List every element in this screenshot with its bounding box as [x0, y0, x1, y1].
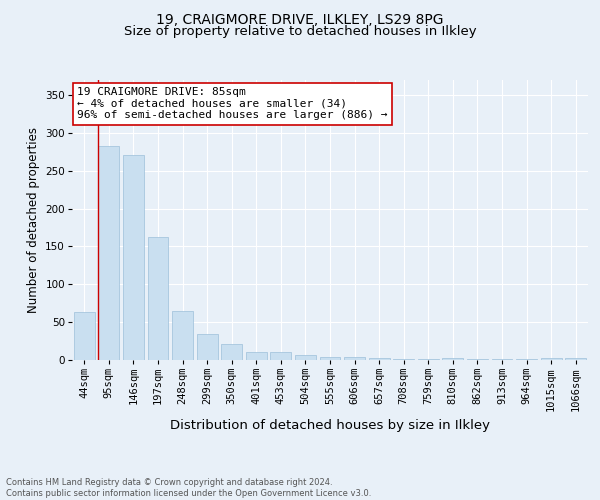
Bar: [295, 356, 316, 360]
Text: 19 CRAIGMORE DRIVE: 85sqm
← 4% of detached houses are smaller (34)
96% of semi-d: 19 CRAIGMORE DRIVE: 85sqm ← 4% of detach…: [77, 87, 388, 120]
Bar: [393, 359, 414, 360]
Bar: [246, 352, 267, 360]
Text: 19, CRAIGMORE DRIVE, ILKLEY, LS29 8PG: 19, CRAIGMORE DRIVE, ILKLEY, LS29 8PG: [156, 12, 444, 26]
Bar: [271, 352, 292, 360]
Bar: [221, 344, 242, 360]
Bar: [148, 238, 169, 360]
Bar: [98, 146, 119, 360]
Bar: [491, 359, 512, 360]
Bar: [123, 155, 144, 360]
Bar: [565, 358, 586, 360]
X-axis label: Distribution of detached houses by size in Ilkley: Distribution of detached houses by size …: [170, 419, 490, 432]
Text: Size of property relative to detached houses in Ilkley: Size of property relative to detached ho…: [124, 25, 476, 38]
Bar: [320, 357, 340, 360]
Bar: [197, 334, 218, 360]
Bar: [516, 359, 537, 360]
Bar: [368, 358, 389, 360]
Text: Contains HM Land Registry data © Crown copyright and database right 2024.
Contai: Contains HM Land Registry data © Crown c…: [6, 478, 371, 498]
Bar: [74, 312, 95, 360]
Bar: [344, 357, 365, 360]
Bar: [442, 358, 463, 360]
Bar: [541, 358, 562, 360]
Bar: [467, 359, 488, 360]
Bar: [418, 359, 439, 360]
Bar: [172, 311, 193, 360]
Y-axis label: Number of detached properties: Number of detached properties: [27, 127, 40, 313]
